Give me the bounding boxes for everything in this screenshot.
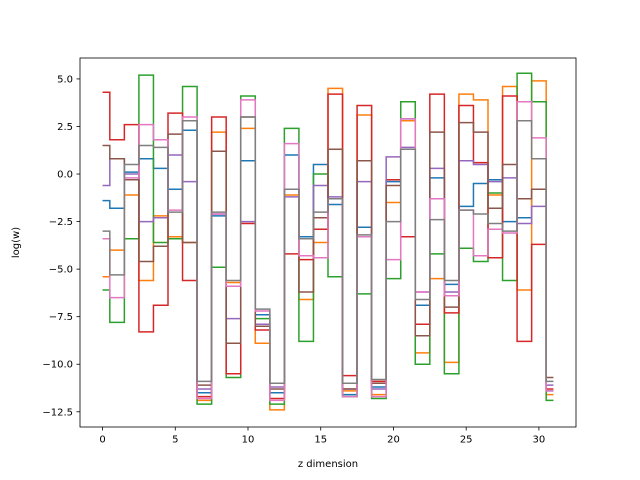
y-tick-label: −5.0 [49, 265, 73, 276]
x-tick-label: 15 [314, 435, 327, 446]
y-axis-label: log(w) [11, 227, 22, 258]
x-axis: 0 5 10 15 20 25 30 [99, 427, 545, 446]
y-axis: −12.5 −10.0 −7.5 −5.0 −2.5 0.0 2.5 5.0 [42, 74, 80, 418]
x-tick-label: 10 [242, 435, 255, 446]
series-line-6 [102, 116, 554, 390]
series-line-8 [102, 116, 554, 384]
axes-frame [79, 57, 577, 428]
y-tick-label: −2.5 [49, 217, 73, 228]
series-line-7 [102, 99, 554, 402]
y-tick-label: −7.5 [49, 312, 73, 323]
x-tick-label: 5 [172, 435, 178, 446]
x-tick-label: 25 [460, 435, 473, 446]
x-axis-label: z dimension [298, 459, 358, 470]
y-tick-label: −12.5 [42, 407, 73, 418]
series-group [102, 72, 554, 411]
y-tick-label: −10.0 [42, 360, 73, 371]
y-tick-label: 0.0 [57, 170, 73, 181]
x-tick-label: 0 [99, 435, 105, 446]
x-tick-label: 30 [533, 435, 546, 446]
y-tick-label: 2.5 [57, 122, 73, 133]
y-tick-label: 5.0 [57, 74, 73, 85]
x-tick-label: 20 [387, 435, 400, 446]
